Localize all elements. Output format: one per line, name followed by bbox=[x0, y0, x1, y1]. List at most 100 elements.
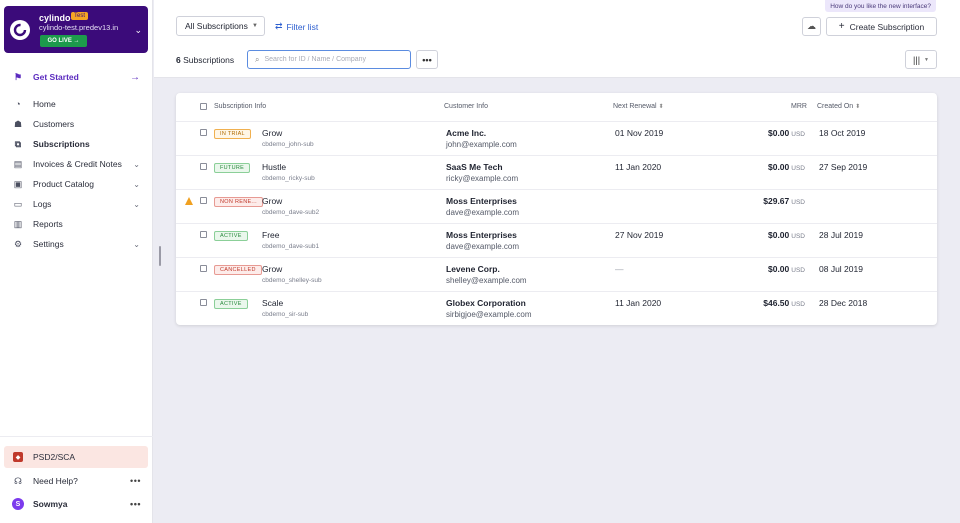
table-row[interactable]: FUTURE Hustle cbdemo_ricky-sub SaaS Me T… bbox=[176, 155, 937, 189]
subscription-count: 6 Subscriptions bbox=[176, 55, 234, 65]
count-number: 6 bbox=[176, 55, 181, 65]
feedback-link[interactable]: How do you like the new interface? bbox=[825, 0, 936, 12]
subscriptions-icon: ⧉ bbox=[14, 138, 22, 149]
shield-icon: ◆ bbox=[13, 452, 23, 462]
sidebar-item-product-catalog[interactable]: ▣ Product Catalog ⌄ bbox=[0, 175, 153, 193]
chevron-down-icon: ⌄ bbox=[133, 159, 140, 169]
sidebar-item-need-help[interactable]: ☊ Need Help? ••• bbox=[0, 472, 153, 490]
table-row[interactable]: CANCELLED Grow cbdemo_shelley-sub Levene… bbox=[176, 257, 937, 291]
table-row[interactable]: IN TRIAL Grow cbdemo_john-sub Acme Inc. … bbox=[176, 121, 937, 155]
status-badge: IN TRIAL bbox=[214, 129, 251, 139]
table-row[interactable]: ACTIVE Free cbdemo_dave-sub1 Moss Enterp… bbox=[176, 223, 937, 257]
search-box[interactable]: ⌕ bbox=[247, 50, 411, 69]
row-checkbox[interactable] bbox=[200, 299, 207, 306]
row-checkbox[interactable] bbox=[200, 265, 207, 272]
table-row[interactable]: NON RENE... Grow cbdemo_dave-sub2 Moss E… bbox=[176, 189, 937, 223]
catalog-icon: ▣ bbox=[13, 178, 23, 189]
sidebar-item-settings[interactable]: ⚙ Settings ⌄ bbox=[0, 235, 153, 253]
sidebar-item-label: Logs bbox=[33, 199, 52, 209]
more-icon[interactable]: ••• bbox=[130, 499, 141, 509]
column-header-renewal[interactable]: Next Renewal ⬍ bbox=[613, 103, 664, 110]
columns-button[interactable]: ||| ▼ bbox=[905, 50, 937, 69]
created-on: 27 Sep 2019 bbox=[819, 162, 868, 172]
subscription-id: cbdemo_sir-sub bbox=[262, 311, 309, 318]
created-on: 28 Jul 2019 bbox=[819, 230, 863, 240]
mrr-currency: USD bbox=[791, 301, 805, 308]
arrow-right-icon: → bbox=[130, 71, 140, 83]
view-select[interactable]: All Subscriptions ▼ bbox=[176, 16, 265, 36]
sidebar-resize-handle[interactable] bbox=[159, 246, 161, 266]
customer-email: sirbigjoe@example.com bbox=[446, 310, 532, 319]
filter-list-button[interactable]: ⇄ Filter list bbox=[275, 21, 318, 32]
select-all-checkbox[interactable] bbox=[200, 103, 207, 110]
column-header-label: Created On bbox=[817, 103, 854, 110]
sidebar-item-label: Reports bbox=[33, 219, 63, 229]
sidebar-item-invoices[interactable]: ▤ Invoices & Credit Notes ⌄ bbox=[0, 155, 153, 173]
sort-icon: ⬍ bbox=[658, 104, 664, 110]
chevron-down-icon: ⌄ bbox=[133, 179, 140, 189]
more-icon[interactable]: ••• bbox=[130, 476, 141, 486]
mrr-value: $0.00 USD bbox=[768, 264, 805, 274]
sidebar-item-get-started[interactable]: ⚑ Get Started → bbox=[0, 68, 153, 86]
chargebee-logo-icon bbox=[13, 23, 27, 37]
sidebar-divider bbox=[0, 436, 153, 437]
status-badge: CANCELLED bbox=[214, 265, 262, 275]
gear-icon: ⚙ bbox=[13, 238, 23, 249]
logs-icon: ▭ bbox=[13, 198, 23, 209]
create-subscription-button[interactable]: + Create Subscription bbox=[826, 17, 937, 36]
sidebar-item-label: Settings bbox=[33, 239, 64, 249]
go-live-button[interactable]: GO LIVE → bbox=[40, 35, 87, 47]
search-input[interactable] bbox=[264, 56, 405, 63]
mrr-currency: USD bbox=[791, 199, 805, 206]
avatar: S bbox=[12, 498, 24, 510]
column-header-created[interactable]: Created On ⬍ bbox=[817, 103, 860, 110]
row-checkbox[interactable] bbox=[200, 163, 207, 170]
sidebar-item-sca[interactable]: ◆ PSD2/SCA bbox=[4, 446, 148, 468]
customer-email: shelley@example.com bbox=[446, 276, 527, 285]
sidebar-item-subscriptions[interactable]: ⧉ Subscriptions bbox=[0, 135, 153, 153]
row-checkbox[interactable] bbox=[200, 129, 207, 136]
sidebar-item-label: Get Started bbox=[33, 72, 79, 82]
plan-name: Grow bbox=[262, 196, 283, 206]
row-checkbox[interactable] bbox=[200, 197, 207, 204]
sidebar-item-customers[interactable]: ☗ Customers bbox=[0, 115, 153, 133]
sidebar-item-logs[interactable]: ▭ Logs ⌄ bbox=[0, 195, 153, 213]
plan-name: Grow bbox=[262, 264, 283, 274]
customer-name: Acme Inc. bbox=[446, 128, 487, 138]
mrr-amount: $29.67 bbox=[763, 196, 790, 206]
mrr-amount: $0.00 bbox=[767, 162, 790, 172]
next-renewal: — bbox=[615, 264, 624, 274]
mrr-value: $46.50 USD bbox=[763, 298, 805, 308]
customer-name: Levene Corp. bbox=[446, 264, 500, 274]
more-actions-button[interactable]: ••• bbox=[416, 50, 438, 69]
caret-down-icon: ▼ bbox=[252, 23, 258, 29]
subscription-id: cbdemo_dave-sub2 bbox=[262, 209, 320, 216]
sidebar-item-home[interactable]: ◔ Home bbox=[0, 95, 153, 113]
view-select-value: All Subscriptions bbox=[185, 21, 248, 31]
test-badge: Test bbox=[71, 12, 89, 20]
mrr-value: $0.00 USD bbox=[768, 162, 805, 172]
mrr-amount: $0.00 bbox=[767, 230, 790, 240]
next-renewal: 01 Nov 2019 bbox=[615, 128, 664, 138]
sidebar-item-user[interactable]: S Sowmya ••• bbox=[0, 495, 153, 513]
caret-down-icon: ▼ bbox=[924, 56, 929, 63]
next-renewal: 27 Nov 2019 bbox=[615, 230, 664, 240]
column-header-subscription: Subscription Info bbox=[214, 103, 267, 110]
flag-icon: ⚑ bbox=[13, 71, 23, 82]
filter-icon: ⇄ bbox=[275, 21, 283, 31]
row-checkbox[interactable] bbox=[200, 231, 207, 238]
status-badge: ACTIVE bbox=[214, 231, 248, 241]
customer-name: Moss Enterprises bbox=[446, 196, 517, 206]
sidebar-item-label: Product Catalog bbox=[33, 179, 94, 189]
column-header-customer: Customer Info bbox=[444, 103, 488, 110]
sidebar: cylindo Test cylindo-test.predev13.in GO… bbox=[0, 0, 153, 523]
chevron-down-icon[interactable]: ⌄ bbox=[134, 25, 142, 35]
next-renewal: 11 Jan 2020 bbox=[615, 162, 662, 172]
created-on: 18 Oct 2019 bbox=[819, 128, 866, 138]
table-row[interactable]: ACTIVE Scale cbdemo_sir-sub Globex Corpo… bbox=[176, 291, 937, 325]
sidebar-item-reports[interactable]: ▥ Reports bbox=[0, 215, 153, 233]
cloud-upload-button[interactable]: ☁ bbox=[802, 17, 821, 36]
mrr-value: $0.00 USD bbox=[768, 230, 805, 240]
site-switcher[interactable]: cylindo Test cylindo-test.predev13.in GO… bbox=[4, 6, 148, 53]
subscription-id: cbdemo_john-sub bbox=[262, 141, 314, 148]
